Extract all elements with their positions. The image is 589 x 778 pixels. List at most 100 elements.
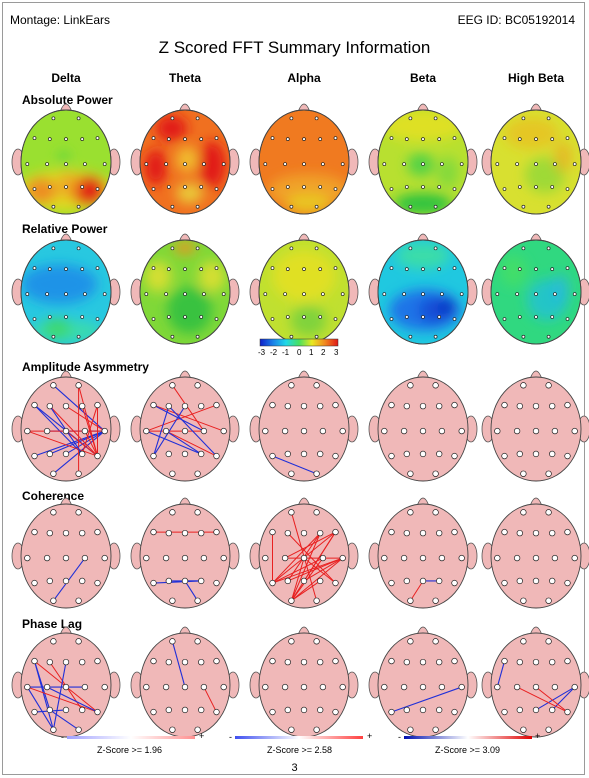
electrode xyxy=(43,683,51,691)
electrode xyxy=(332,528,339,536)
electrode xyxy=(194,382,201,389)
electrode xyxy=(551,683,559,691)
electrode xyxy=(389,266,394,270)
electrode xyxy=(407,509,414,516)
electrode xyxy=(95,136,100,140)
electrode xyxy=(452,187,457,191)
connection-line xyxy=(290,557,305,601)
legend-gradient-bar xyxy=(235,736,363,739)
electrode xyxy=(513,427,521,435)
connection-line xyxy=(153,404,205,432)
heatmap-blobs xyxy=(21,151,111,212)
connection-line xyxy=(34,430,105,457)
electrode xyxy=(433,246,438,251)
electrode xyxy=(516,529,523,537)
electrode xyxy=(495,292,500,296)
electrode xyxy=(46,706,53,714)
heat-blob xyxy=(167,286,212,334)
electrode xyxy=(31,452,38,460)
electrode xyxy=(79,658,86,666)
electrode xyxy=(183,137,187,141)
electrode xyxy=(169,382,176,389)
electrode xyxy=(407,726,414,733)
band-label-alpha: Alpha xyxy=(287,71,321,85)
electrode xyxy=(31,708,38,716)
electrode xyxy=(517,185,522,189)
electrode xyxy=(452,317,457,321)
electrode xyxy=(50,382,57,389)
electrode xyxy=(47,267,52,271)
electrode xyxy=(64,292,68,296)
electrode xyxy=(199,185,204,189)
electrode xyxy=(403,529,410,537)
electrode xyxy=(50,509,57,516)
electrode xyxy=(451,401,458,409)
electrode xyxy=(83,162,87,166)
electrode xyxy=(300,427,308,435)
electrode xyxy=(432,382,439,389)
colorbar-tick-label: -2 xyxy=(270,348,278,357)
electrode xyxy=(220,427,227,435)
electrode xyxy=(151,136,156,140)
electrode xyxy=(407,638,414,645)
electrode xyxy=(32,266,37,270)
legend-plus-2: + xyxy=(367,731,373,741)
electrode xyxy=(269,708,276,716)
electrode xyxy=(288,382,295,389)
electrode xyxy=(199,267,204,271)
electrode xyxy=(162,554,170,562)
electrode xyxy=(101,554,108,562)
electrode xyxy=(289,116,294,121)
electrode xyxy=(281,554,289,562)
legend-gradient-bar xyxy=(404,736,532,739)
legend-minus-2: - xyxy=(229,732,232,742)
electrode xyxy=(285,315,290,319)
electrode xyxy=(46,529,53,537)
electrode xyxy=(181,529,189,537)
heat-blob xyxy=(396,242,450,269)
electrode xyxy=(520,509,527,516)
electrode xyxy=(300,529,308,537)
electrode xyxy=(339,683,346,691)
head-outline xyxy=(481,370,589,482)
electrode xyxy=(532,427,540,435)
heatmap-blobs xyxy=(268,173,349,214)
electrode xyxy=(24,683,31,691)
electrode xyxy=(400,554,408,562)
electrode xyxy=(403,706,410,714)
head-outline xyxy=(130,626,240,738)
electrode xyxy=(284,450,291,458)
electrode xyxy=(458,683,465,691)
electrode xyxy=(80,137,85,141)
electrode xyxy=(419,554,427,562)
electrode xyxy=(220,683,227,691)
connection-line xyxy=(303,557,336,584)
electrode xyxy=(458,427,465,435)
electrode xyxy=(64,315,68,319)
electrode xyxy=(419,706,427,714)
electrode xyxy=(382,162,387,166)
electrodes xyxy=(143,382,227,477)
electrode xyxy=(94,657,101,665)
electrodes xyxy=(495,246,577,339)
electrode xyxy=(143,683,150,691)
electrode xyxy=(51,334,56,339)
connection-lines xyxy=(171,641,217,713)
electrode xyxy=(181,427,189,435)
electrodes xyxy=(262,638,346,733)
electrode xyxy=(408,204,413,209)
electrode xyxy=(51,246,56,251)
electrode xyxy=(501,657,508,665)
connection-line xyxy=(65,430,98,457)
connection-lines xyxy=(26,660,98,731)
connection-line xyxy=(34,404,83,455)
electrode xyxy=(302,267,306,271)
connection-line xyxy=(52,662,67,730)
heatmap-blobs xyxy=(144,241,226,334)
electrodes xyxy=(381,638,465,733)
connection-lines xyxy=(496,660,576,713)
electrode xyxy=(198,706,205,714)
electrode xyxy=(317,706,324,714)
